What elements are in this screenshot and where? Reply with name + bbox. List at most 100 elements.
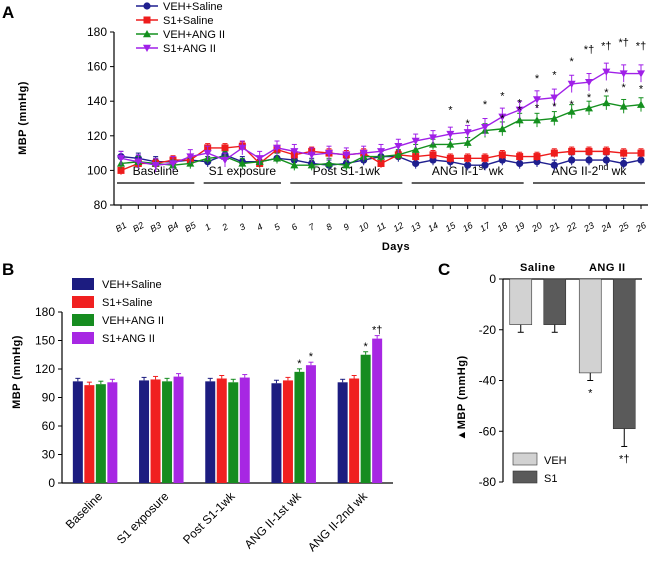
- panel-c-bar-chart: ▲MBP (mmHg) 0 -20 -40 -60 -80 Saline ANG II * *†…: [456, 262, 642, 489]
- panel-a-data-point: [481, 161, 489, 169]
- panel-a-data-point: [567, 80, 576, 88]
- panel-b-bar: [349, 378, 360, 483]
- panel-a-significance-mark: *: [518, 97, 523, 109]
- panel-a-significance-mark: *: [483, 99, 488, 111]
- panel-a-xtick-label: 4: [255, 221, 264, 232]
- panel-a-data-point: [602, 68, 611, 76]
- panel-a-series-s1-ang-ii: [117, 62, 645, 173]
- panel-a-significance-mark: *: [518, 104, 523, 116]
- panel-a-data-point: [516, 159, 524, 168]
- panel-a-data-point: [342, 161, 351, 169]
- panel-a-data-point: [238, 144, 247, 152]
- panel-a-data-point: [550, 94, 559, 102]
- panel-a-significance-mark: *: [570, 99, 575, 111]
- panel-a-xtick-label: B4: [166, 220, 181, 234]
- panel-a-data-point: [620, 149, 628, 157]
- panel-a-xtick-label: 10: [357, 220, 371, 234]
- panel-a-data-point: [637, 156, 645, 164]
- panel-b-bar: [337, 382, 348, 483]
- panel-b-bar-chart: MBP (mmHg) 0 30 60 90 120 150 180 Baseline S1 ex…: [11, 278, 393, 554]
- panel-b-bar: [173, 376, 184, 483]
- panel-b-bar: [271, 383, 282, 483]
- panel-c-bar: [578, 278, 602, 374]
- panel-a-xtick-label: 2: [219, 221, 229, 233]
- panel-a-xtick-label: 8: [324, 221, 333, 232]
- panel-a-xtick-label: 6: [290, 221, 299, 232]
- panel-a-data-point: [481, 154, 489, 162]
- panel-a-data-point: [602, 147, 610, 155]
- panel-a-data-point: [411, 137, 420, 145]
- panel-b-bar: [107, 382, 118, 483]
- panel-a-data-point: [238, 159, 247, 167]
- panel-b-significance-mark: *: [297, 358, 302, 370]
- panel-a-data-point: [602, 156, 610, 164]
- panel-letter-c: C: [438, 260, 450, 279]
- panel-a-significance-mark: *: [639, 84, 644, 96]
- panel-a-data-point: [637, 70, 645, 78]
- panel-a-data-point: [515, 106, 524, 114]
- panel-a-data-point: [516, 153, 524, 161]
- panel-c-group-label: Saline: [520, 262, 555, 274]
- phase-label-main: ANG II-2: [552, 164, 599, 178]
- panel-a-significance-mark: *: [587, 92, 592, 104]
- panel-a-data-point: [568, 147, 576, 155]
- panel-b-category-label: Post S1-1wk: [180, 489, 238, 547]
- legend-label: VEH: [544, 455, 567, 467]
- panel-a-data-point: [221, 156, 229, 165]
- panel-b-bar: [205, 381, 216, 483]
- panel-c-ytick-label: -40: [479, 374, 497, 388]
- panel-b-bar: [84, 385, 95, 483]
- panel-b-ylabel: MBP (mmHg): [11, 335, 23, 409]
- panel-a-significance-mark: *: [500, 90, 505, 102]
- panel-a-xtick-label: B1: [114, 220, 129, 234]
- panel-c-ytick-label: 0: [489, 272, 496, 286]
- phase-label-tail: wk: [486, 164, 505, 178]
- panel-a-ytick-label: 80: [94, 198, 108, 212]
- panel-a-data-point: [498, 113, 507, 121]
- legend-label: VEH+Saline: [163, 1, 223, 13]
- panel-a-xtick-label: 23: [581, 220, 596, 234]
- panel-a-data-point: [169, 160, 177, 168]
- panel-a-data-point: [394, 142, 403, 151]
- panel-a-data-point: [377, 159, 385, 167]
- panel-a-data-point: [117, 166, 125, 174]
- panel-a-legend: VEH+Saline S1+Saline VEH+ANG II S1+ANG II: [136, 1, 225, 55]
- panel-a-xtick-label: 17: [478, 220, 493, 234]
- panel-b-bar: [150, 379, 161, 483]
- panel-a-xlabel: Days: [382, 241, 410, 253]
- panel-a-xtick-label: 21: [547, 220, 562, 234]
- panel-b-category-label: Baseline: [63, 489, 106, 532]
- panel-a-data-point: [307, 151, 316, 159]
- panel-a-data-point: [325, 149, 333, 158]
- panel-a-data-point: [290, 148, 299, 156]
- panel-b-ytick-label: 30: [42, 448, 56, 462]
- legend-label: S1: [544, 473, 557, 485]
- panel-a-data-point: [325, 159, 333, 167]
- panel-a-data-point: [619, 70, 628, 78]
- panel-c-ytick-label: -60: [479, 424, 497, 438]
- panel-c-ylabel: ▲MBP (mmHg): [456, 355, 468, 440]
- panel-b-bar: [282, 380, 293, 483]
- panel-a-data-point: [186, 153, 195, 161]
- panel-letter-b: B: [2, 260, 14, 279]
- panel-a-ylabel: MBP (mmHg): [17, 81, 29, 155]
- panel-c-ytick-label: -20: [479, 323, 497, 337]
- panel-a-data-point: [134, 158, 143, 166]
- panel-a-data-point: [568, 156, 576, 164]
- panel-c-bar: [612, 278, 636, 430]
- panel-a-xtick-label: B3: [148, 220, 163, 234]
- panel-a-data-point: [411, 145, 420, 153]
- panel-a-data-point: [602, 98, 611, 107]
- panel-a-significance-mark: *†: [636, 40, 646, 52]
- legend-label: S1+ANG II: [163, 43, 216, 55]
- panel-a-data-point: [637, 100, 645, 108]
- panel-c-bar: [509, 278, 533, 325]
- panel-a-data-point: [203, 149, 212, 158]
- panel-a-data-point: [620, 159, 628, 168]
- panel-letter-a: A: [2, 3, 14, 22]
- legend-marker: [143, 30, 151, 38]
- panel-c-ytick-label: -80: [479, 475, 497, 489]
- panel-b-ytick-label: 150: [35, 334, 55, 348]
- panel-b-bar: [294, 371, 305, 483]
